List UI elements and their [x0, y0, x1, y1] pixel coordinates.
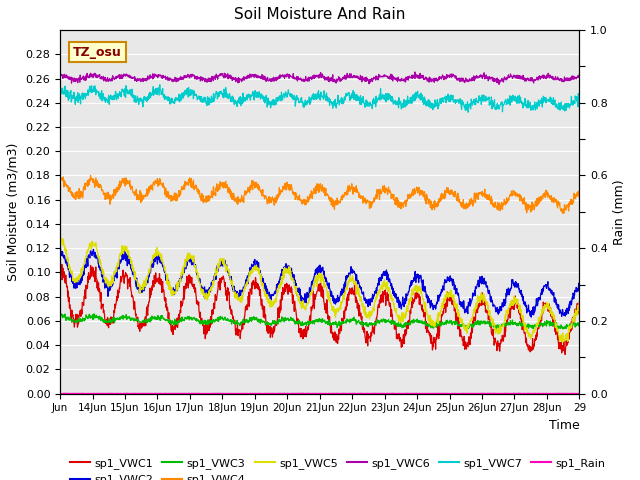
Y-axis label: Soil Moisture (m3/m3): Soil Moisture (m3/m3) [7, 143, 20, 281]
Text: TZ_osu: TZ_osu [73, 46, 122, 59]
Title: Soil Moisture And Rain: Soil Moisture And Rain [234, 7, 405, 22]
Legend: sp1_VWC1, sp1_VWC2, sp1_VWC3, sp1_VWC4, sp1_VWC5, sp1_VWC6, sp1_VWC7, sp1_Rain: sp1_VWC1, sp1_VWC2, sp1_VWC3, sp1_VWC4, … [66, 454, 610, 480]
X-axis label: Time: Time [548, 419, 579, 432]
Y-axis label: Rain (mm): Rain (mm) [613, 179, 626, 245]
